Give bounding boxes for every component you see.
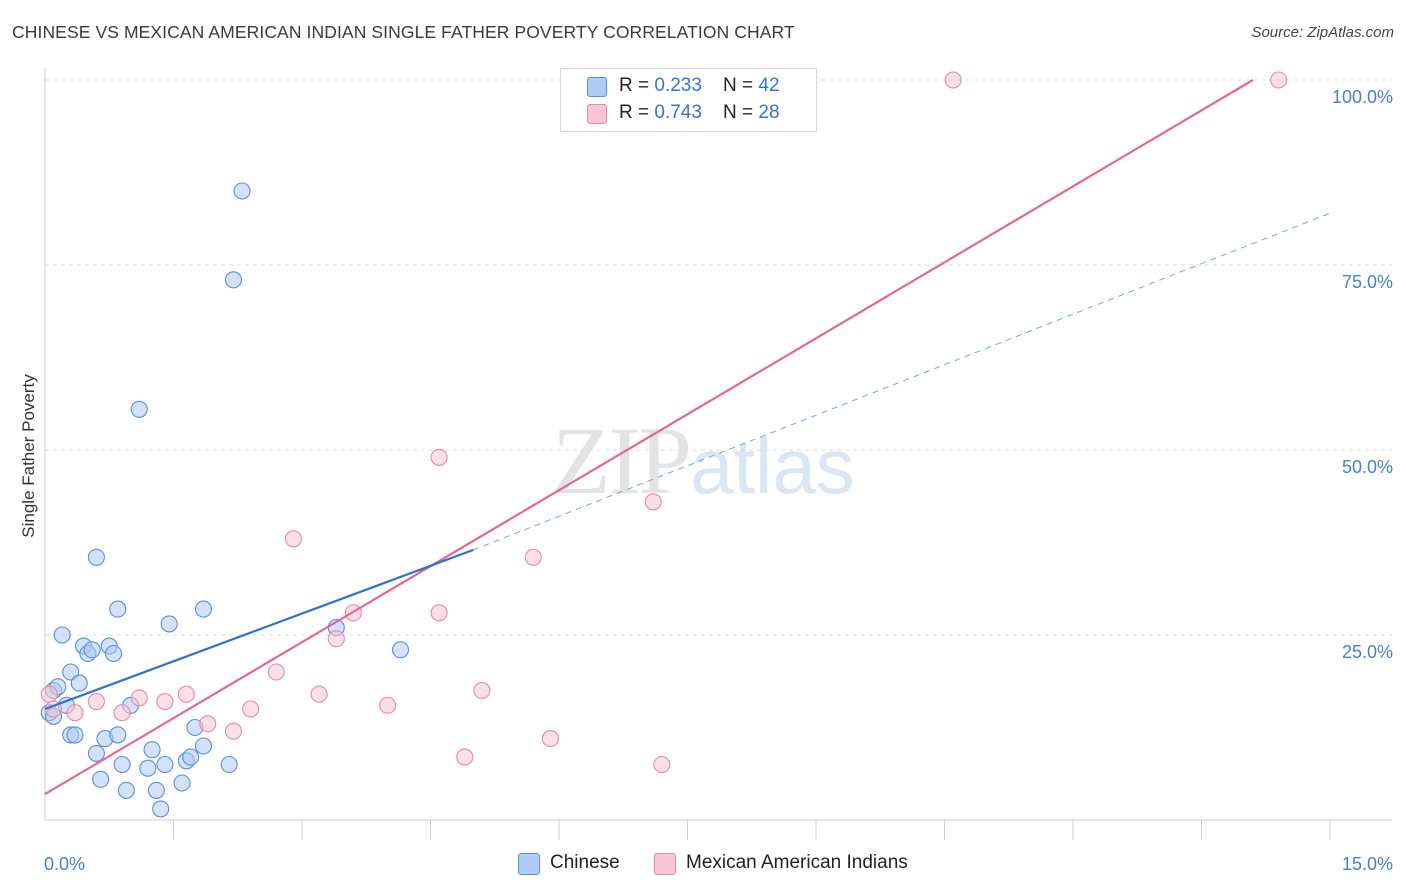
chart-title: CHINESE VS MEXICAN AMERICAN INDIAN SINGL… — [12, 22, 795, 42]
mexican-point — [113, 704, 131, 722]
legend-n-label: N = — [723, 75, 759, 96]
chinese-point — [70, 674, 88, 692]
mexican-points — [40, 71, 1288, 774]
chinese-point — [152, 800, 170, 818]
chinese-point — [87, 744, 105, 762]
chinese-point — [113, 755, 131, 774]
mexican-point — [66, 704, 84, 722]
chinese-points — [40, 182, 410, 818]
chinese-point — [117, 781, 135, 799]
mexican-point — [156, 693, 174, 711]
legend-text-mexican: R = 0.743 N = 28 — [619, 102, 780, 124]
legend-r-label: R = — [619, 75, 655, 96]
chinese-trend-extension — [473, 212, 1331, 551]
legend-n-value: 28 — [758, 102, 780, 123]
legend-r-value: 0.743 — [654, 102, 702, 123]
chinese-point — [139, 759, 157, 777]
mexican-point — [644, 493, 662, 511]
y-tick-label: 75.0% — [1342, 272, 1393, 292]
mexican-point — [199, 715, 217, 733]
chinese-point — [156, 755, 174, 774]
chinese-trend-line — [44, 548, 474, 711]
legend-swatch-mexican — [587, 104, 607, 124]
legend-n-label: N = — [723, 102, 759, 123]
mexican-point — [224, 722, 243, 740]
mexican-point — [430, 604, 448, 622]
chinese-point — [92, 770, 110, 788]
mexican-point — [456, 748, 474, 766]
mexican-point — [242, 700, 260, 718]
chinese-point — [147, 781, 165, 799]
chinese-point — [87, 548, 105, 566]
legend-r-label: R = — [619, 102, 655, 123]
y-tick-label: 100.0% — [1332, 87, 1393, 107]
axes — [44, 68, 1392, 840]
chinese-point — [391, 641, 410, 659]
chinese-point — [130, 400, 148, 418]
grid-lines — [45, 79, 1392, 636]
bottom-legend-swatch-chinese — [518, 853, 540, 875]
trend-lines — [44, 79, 1331, 796]
mexican-point — [327, 630, 345, 648]
chinese-point — [194, 737, 213, 755]
x-tick-label-max: 15.0% — [1342, 854, 1393, 874]
mexican-point — [473, 681, 491, 700]
chinese-point — [104, 644, 123, 663]
x-tick-label-min: 0.0% — [44, 854, 85, 874]
chinese-point — [53, 626, 71, 644]
chinese-point — [66, 726, 84, 744]
legend-n-value: 42 — [758, 75, 780, 96]
chinese-point — [143, 741, 161, 759]
legend-swatch-chinese — [587, 77, 607, 97]
mexican-point — [310, 685, 328, 703]
source-label: Source: ZipAtlas.com — [1251, 24, 1394, 41]
mexican-point — [1270, 71, 1288, 89]
y-axis-label: Single Father Poverty — [19, 374, 38, 538]
legend-r-value: 0.233 — [654, 75, 702, 96]
chinese-point — [109, 600, 127, 618]
mexican-point — [944, 71, 962, 89]
mexican-point — [653, 755, 671, 774]
chinese-point — [182, 748, 200, 766]
mexican-point — [379, 696, 397, 714]
mexican-point — [40, 685, 58, 703]
axis-labels: 25.0% 50.0% 75.0% 100.0% 0.0% 15.0% Single Fat… — [19, 87, 1393, 874]
chinese-point — [224, 271, 243, 289]
chinese-point — [233, 182, 251, 200]
chinese-point — [173, 774, 191, 792]
bottom-legend-swatch-mexican — [654, 853, 676, 875]
mexican-point — [177, 685, 195, 703]
chinese-point — [83, 641, 101, 659]
mexican-point — [430, 448, 448, 466]
mexican-point — [284, 530, 302, 548]
bottom-legend-label-mexican: Mexican American Indians — [686, 852, 908, 873]
mexican-point — [524, 548, 542, 566]
mexican-point — [541, 730, 559, 748]
correlation-legend: R = 0.233 N = 42 R = 0.743 N = 28 — [560, 68, 817, 132]
y-tick-label: 25.0% — [1342, 642, 1393, 662]
bottom-legend-label-chinese: Chinese — [550, 852, 620, 873]
mexican-point — [130, 689, 148, 707]
mexican-trend-line — [44, 79, 1254, 796]
mexican-point — [267, 663, 285, 681]
legend-text-chinese: R = 0.233 N = 42 — [619, 75, 780, 97]
chinese-point — [220, 755, 238, 774]
chinese-point — [160, 615, 178, 633]
chinese-point — [109, 726, 127, 744]
y-tick-label: 50.0% — [1342, 457, 1393, 477]
mexican-point — [87, 693, 105, 711]
watermark-atlas: atlas — [690, 422, 855, 510]
chinese-point — [194, 600, 213, 618]
